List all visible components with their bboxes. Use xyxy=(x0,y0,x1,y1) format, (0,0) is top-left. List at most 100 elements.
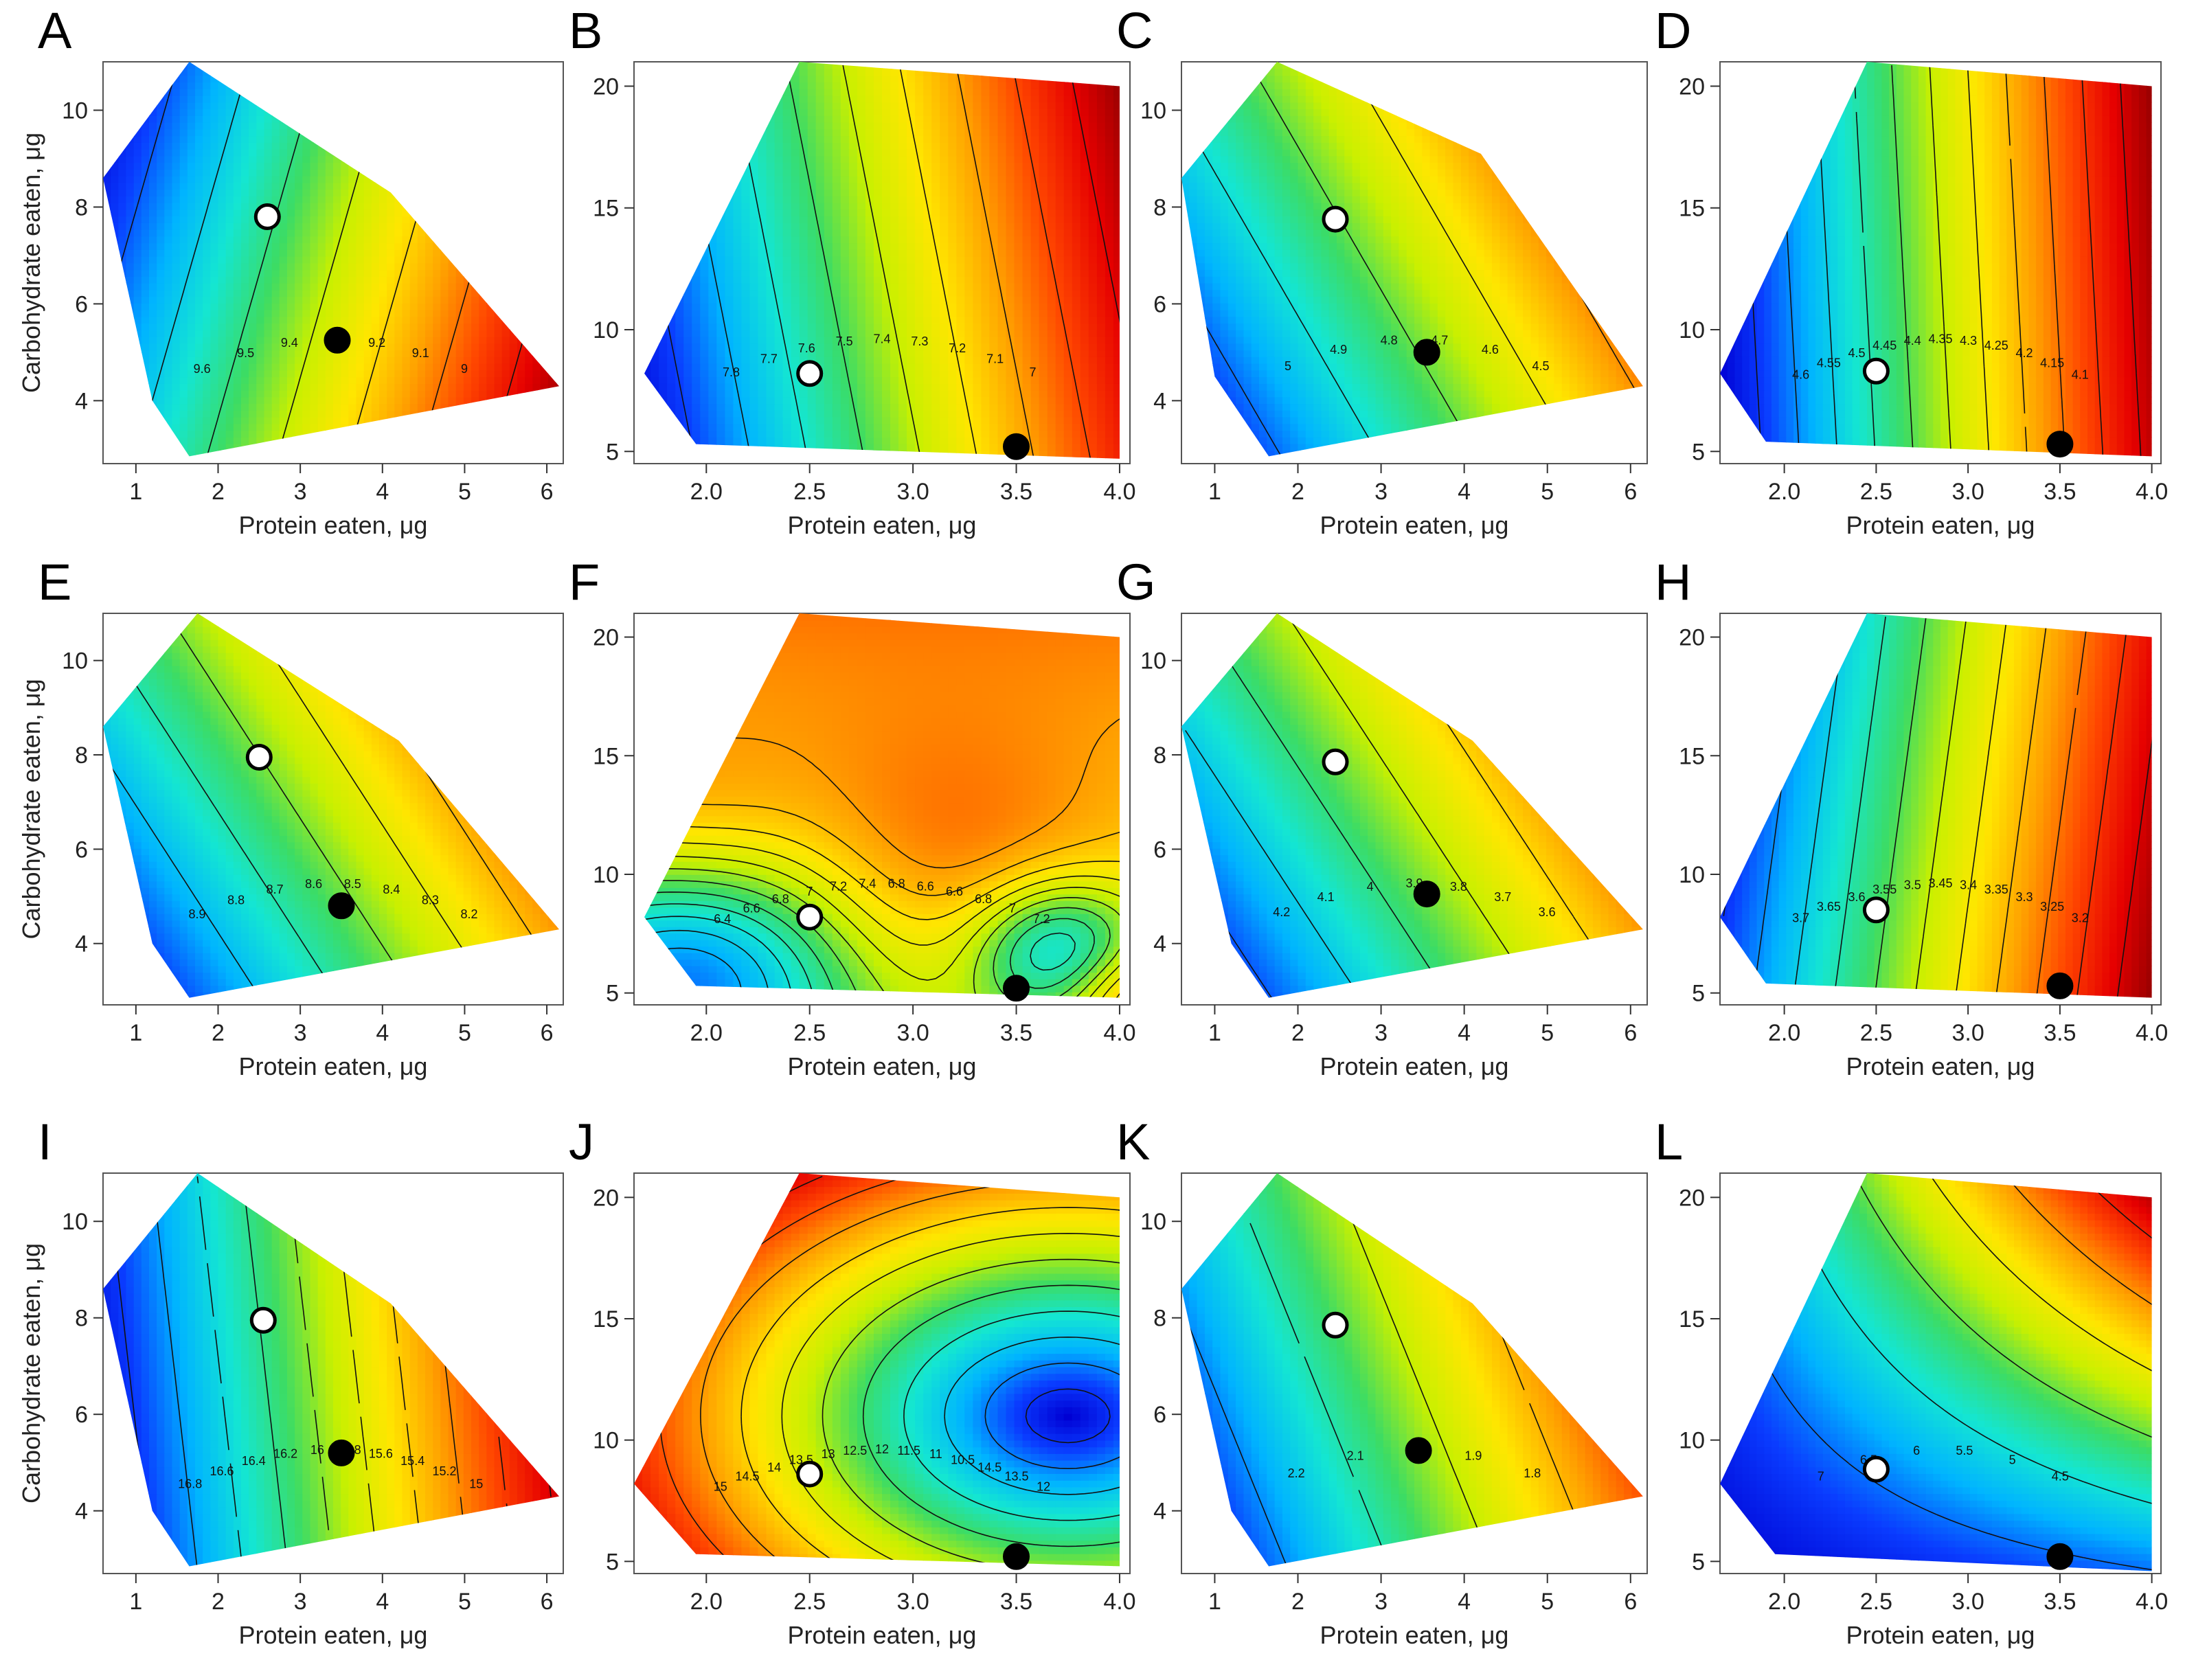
y-tick-label: 6 xyxy=(1153,291,1166,317)
contour-line xyxy=(644,892,1095,998)
panel-label: C xyxy=(1116,2,1153,59)
panel-d: D 4.6 4.55 4.5 4.45 4.4 4.35 4.3 4.25 4.2 4.15 4.1 2… xyxy=(1655,2,2168,539)
panel-label: D xyxy=(1655,2,1691,59)
contour-line xyxy=(1230,1176,1392,1567)
contour-label: 2.1 xyxy=(1347,1449,1364,1463)
contour-fill xyxy=(644,613,1120,998)
contour-label: 4.5 xyxy=(1532,359,1549,373)
marker-filled xyxy=(328,892,355,920)
x-tick-label: 4.0 xyxy=(2136,1589,2168,1615)
x-tick-label: 5 xyxy=(1541,479,1554,505)
contour-label: 6.6 xyxy=(743,902,760,916)
contour-label: 6 xyxy=(1913,1444,1920,1457)
panel-label: F xyxy=(569,554,600,611)
marker-filled xyxy=(1413,339,1440,366)
x-tick-label: 2 xyxy=(212,1020,225,1046)
y-tick-label: 4 xyxy=(1153,388,1166,414)
contour-label: 16.8 xyxy=(178,1477,202,1490)
y-tick-label: 10 xyxy=(1679,1428,1705,1454)
y-tick-label: 10 xyxy=(1140,648,1166,674)
x-axis-label: Protein eaten, μg xyxy=(1846,1621,2035,1649)
contour-label: 3.4 xyxy=(1960,878,1977,892)
panel-l: L76.565.554.52.02.53.03.54.05101520Prote… xyxy=(1655,1113,2168,1649)
y-tick-label: 5 xyxy=(1692,439,1705,465)
x-tick-label: 2.0 xyxy=(690,479,723,505)
y-tick-label: 4 xyxy=(1153,1499,1166,1525)
x-axis-label: Protein eaten, μg xyxy=(1846,1052,2035,1080)
contour-line xyxy=(644,855,1120,998)
x-tick-label: 3.5 xyxy=(2044,1589,2076,1615)
y-tick-label: 10 xyxy=(593,1428,619,1454)
contour-label: 9.5 xyxy=(237,346,254,360)
contour-label: 11 xyxy=(929,1447,942,1461)
x-tick-label: 3.0 xyxy=(896,1589,929,1615)
plot-frame xyxy=(1181,1172,1648,1574)
contour-label: 6.6 xyxy=(946,885,963,898)
plot-frame xyxy=(1719,61,2162,464)
contour-label: 3.8 xyxy=(1450,880,1467,894)
y-tick-label: 6 xyxy=(75,1402,88,1428)
contour-label: 9.2 xyxy=(368,336,385,350)
panel-label: H xyxy=(1655,554,1691,611)
contour-label: 3.65 xyxy=(1817,900,1841,913)
y-tick-label: 15 xyxy=(593,196,619,222)
x-tick-label: 3.0 xyxy=(1951,1020,1984,1046)
plot-frame xyxy=(102,613,564,1006)
plot-frame xyxy=(102,61,564,464)
contour-label: 15 xyxy=(714,1480,727,1494)
marker-filled xyxy=(2046,972,2074,999)
contour-line xyxy=(2004,65,2028,457)
contour-label: 7.8 xyxy=(723,365,740,379)
contour-label: 14.5 xyxy=(735,1470,759,1484)
x-tick-label: 3 xyxy=(294,479,307,505)
contour-label: 14.5 xyxy=(977,1460,1001,1474)
x-tick-label: 1 xyxy=(129,479,142,505)
x-tick-label: 3.0 xyxy=(1951,479,1984,505)
x-tick-label: 5 xyxy=(1541,1589,1554,1615)
marker-filled xyxy=(1405,1437,1432,1464)
contour-label: 7 xyxy=(1009,902,1016,916)
x-tick-label: 4.0 xyxy=(1103,479,1135,505)
contour-label: 4 xyxy=(1367,880,1374,894)
contour-line xyxy=(2076,616,2129,998)
contour-line xyxy=(637,1176,694,1219)
contour-label: 8.6 xyxy=(305,877,322,891)
contour-label: 7.1 xyxy=(986,352,1004,365)
x-tick-label: 5 xyxy=(458,479,471,505)
x-tick-label: 1 xyxy=(129,1020,142,1046)
contour-label: 8.3 xyxy=(422,893,439,907)
contour-line xyxy=(644,903,1076,998)
y-tick-label: 15 xyxy=(1679,196,1705,222)
contour-line xyxy=(2006,1176,2152,1308)
x-tick-label: 6 xyxy=(541,1589,554,1615)
contour-label: 8.7 xyxy=(267,883,284,896)
marker-open xyxy=(796,1460,824,1488)
contour-label: 7.2 xyxy=(1033,912,1050,926)
contour-label: 7 xyxy=(806,885,813,898)
contour-label: 4.55 xyxy=(1817,356,1841,370)
contour-line xyxy=(2035,616,2089,998)
contour-label: 6.6 xyxy=(917,879,934,893)
contour-label: 4.5 xyxy=(2052,1470,2069,1484)
contour-label: 15.2 xyxy=(432,1464,456,1478)
x-tick-label: 2.0 xyxy=(1768,479,1800,505)
x-tick-label: 4 xyxy=(1458,1020,1471,1046)
y-tick-label: 15 xyxy=(1679,1306,1705,1332)
y-axis-label: Carbohydrate eaten, μg xyxy=(17,1243,45,1503)
x-tick-label: 1 xyxy=(1208,479,1221,505)
contour-label: 7.2 xyxy=(949,341,966,355)
contour-label: 4.4 xyxy=(1904,334,1921,348)
contour-label: 3.6 xyxy=(1848,890,1865,904)
contour-label: 10.5 xyxy=(951,1453,975,1466)
x-tick-label: 6 xyxy=(1624,1589,1637,1615)
panel-e: E 8.9 8.8 8.7 8.6 8.5 8.4 8.3 8.2 1 2 3 4 5 6 4 6 8 10 Prot… xyxy=(17,554,564,1080)
x-tick-label: 2 xyxy=(1291,1020,1304,1046)
y-tick-label: 5 xyxy=(606,981,619,1007)
y-tick-label: 6 xyxy=(75,837,88,863)
contour-label: 14 xyxy=(767,1460,781,1474)
y-tick-label: 8 xyxy=(75,1306,88,1332)
contour-line xyxy=(1068,65,1120,352)
x-tick-label: 2 xyxy=(1291,479,1304,505)
y-tick-label: 15 xyxy=(1679,743,1705,769)
